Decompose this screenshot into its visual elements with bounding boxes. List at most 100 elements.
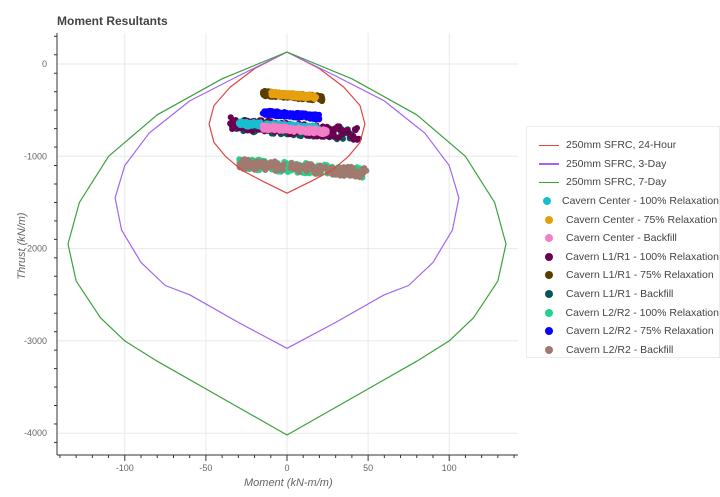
legend-label: Cavern L2/R2 - Backfill — [566, 343, 674, 356]
legend-label: Cavern L1/R1 - 100% Relaxation — [565, 250, 719, 263]
legend-item[interactable]: Cavern Center - 75% Relaxation — [527, 210, 719, 229]
dot-swatch-icon — [539, 234, 559, 243]
data-point — [363, 167, 370, 174]
line-swatch-icon — [539, 181, 559, 184]
dot-swatch-icon — [539, 308, 558, 317]
y-tick-label: -3000 — [24, 336, 47, 346]
legend-item[interactable]: 250mm SFRC, 7-Day — [527, 173, 719, 192]
data-point — [267, 125, 274, 132]
legend-item[interactable]: 250mm SFRC, 3-Day — [527, 155, 719, 174]
x-tick-label: -50 — [199, 463, 212, 473]
data-point — [318, 127, 325, 134]
legend-label: 250mm SFRC, 24-Hour — [566, 139, 677, 152]
x-tick-label: -100 — [116, 463, 134, 473]
data-point — [281, 109, 288, 115]
data-point — [246, 121, 253, 128]
legend-item[interactable]: Cavern Center - 100% Relaxation — [527, 192, 719, 211]
legend-label: Cavern L2/R2 - 100% Relaxation — [565, 306, 719, 319]
capacity-curve[interactable] — [114, 51, 460, 349]
legend-item[interactable]: Cavern L1/R1 - 75% Relaxation — [527, 266, 719, 285]
data-point — [332, 125, 339, 132]
legend-label: Cavern L1/R1 - 75% Relaxation — [566, 269, 714, 282]
data-point — [268, 110, 274, 117]
capacity-curve[interactable] — [67, 51, 507, 436]
legend-item[interactable]: Cavern L2/R2 - Backfill — [527, 341, 719, 360]
data-point — [308, 162, 315, 169]
data-point — [261, 87, 268, 94]
legend-label: 250mm SFRC, 7-Day — [566, 176, 667, 189]
line-swatch-icon — [539, 144, 559, 147]
data-point — [268, 92, 275, 98]
data-point — [274, 90, 281, 97]
legend-label: Cavern L1/R1 - Backfill — [566, 288, 674, 301]
data-point — [262, 166, 269, 173]
data-point — [347, 165, 354, 172]
x-tick-label: 50 — [363, 463, 373, 473]
data-point — [334, 134, 341, 141]
data-point — [238, 159, 244, 166]
data-point — [354, 125, 360, 131]
data-point — [262, 93, 269, 100]
dot-swatch-icon — [539, 252, 558, 261]
x-tick-label: 0 — [284, 463, 289, 473]
legend-item[interactable]: Cavern L1/R1 - 100% Relaxation — [527, 248, 719, 267]
data-point — [312, 116, 319, 122]
data-point — [271, 158, 278, 165]
scatter-series[interactable] — [259, 107, 323, 123]
y-tick-label: -2000 — [24, 244, 47, 254]
legend-label: Cavern Center - Backfill — [566, 232, 677, 245]
data-point — [317, 167, 324, 174]
dot-swatch-icon — [539, 271, 559, 280]
data-point — [289, 163, 296, 170]
dot-swatch-icon — [539, 215, 559, 224]
y-tick-label: 0 — [42, 59, 47, 69]
data-point — [339, 170, 346, 177]
legend-label: Cavern Center - 100% Relaxation — [562, 195, 719, 208]
data-point — [294, 113, 301, 120]
data-point — [277, 125, 284, 132]
data-point — [256, 161, 263, 167]
data-point — [338, 165, 344, 172]
dot-swatch-icon — [539, 345, 559, 354]
data-point — [277, 113, 284, 120]
data-point — [272, 108, 279, 115]
data-point — [229, 126, 236, 132]
legend-item[interactable]: Cavern Center - Backfill — [527, 229, 719, 248]
y-tick-label: -4000 — [24, 428, 47, 438]
scatter-series[interactable] — [259, 122, 330, 138]
data-point — [277, 165, 284, 172]
scatter-series[interactable] — [236, 156, 370, 181]
data-point — [355, 171, 362, 178]
data-point — [236, 118, 243, 125]
legend-item[interactable]: 250mm SFRC, 24-Hour — [527, 136, 719, 155]
data-point — [259, 110, 266, 117]
data-point — [245, 162, 252, 169]
data-point — [287, 92, 294, 99]
data-point — [251, 166, 258, 173]
data-point — [261, 159, 268, 166]
legend: 250mm SFRC, 24-Hour 250mm SFRC, 3-Day 250m… — [526, 126, 720, 358]
y-axis-label: Thrust (kN/m) — [16, 212, 28, 280]
chart-title: Moment Resultants — [57, 14, 168, 28]
data-point — [296, 164, 303, 171]
data-point — [304, 93, 311, 100]
data-point — [310, 129, 317, 136]
data-point — [306, 111, 313, 118]
legend-item[interactable]: Cavern L2/R2 - 75% Relaxation — [527, 322, 719, 341]
y-tick-label: -1000 — [24, 151, 47, 161]
data-point — [284, 127, 291, 134]
capacity-curve[interactable] — [208, 51, 366, 194]
data-point — [285, 113, 292, 120]
legend-item[interactable]: Cavern L1/R1 - Backfill — [527, 285, 719, 304]
data-point — [311, 170, 318, 177]
legend-item[interactable]: Cavern L2/R2 - 100% Relaxation — [527, 303, 719, 322]
data-point — [227, 114, 234, 121]
dot-swatch-icon — [539, 197, 555, 206]
dot-swatch-icon — [539, 327, 559, 336]
data-point — [298, 91, 305, 98]
legend-label: 250mm SFRC, 3-Day — [566, 157, 667, 170]
data-point — [346, 172, 353, 179]
scatter-series[interactable] — [268, 89, 320, 102]
data-point — [296, 169, 303, 176]
